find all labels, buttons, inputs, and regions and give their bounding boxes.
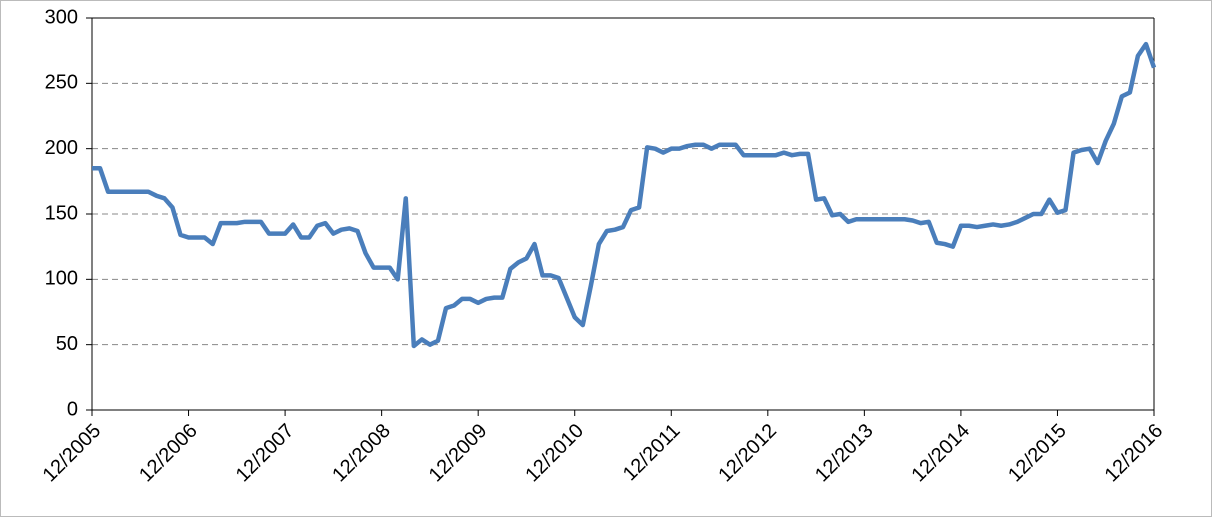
y-tick-label: 50 (56, 333, 78, 355)
y-tick-label: 200 (45, 137, 78, 159)
data-line (92, 41, 1157, 349)
y-tick-label: 0 (67, 398, 78, 420)
y-tick-label: 150 (45, 202, 78, 224)
y-tick-label: 250 (45, 72, 78, 94)
y-tick-label: 100 (45, 268, 78, 290)
y-tick-label: 300 (45, 6, 78, 28)
